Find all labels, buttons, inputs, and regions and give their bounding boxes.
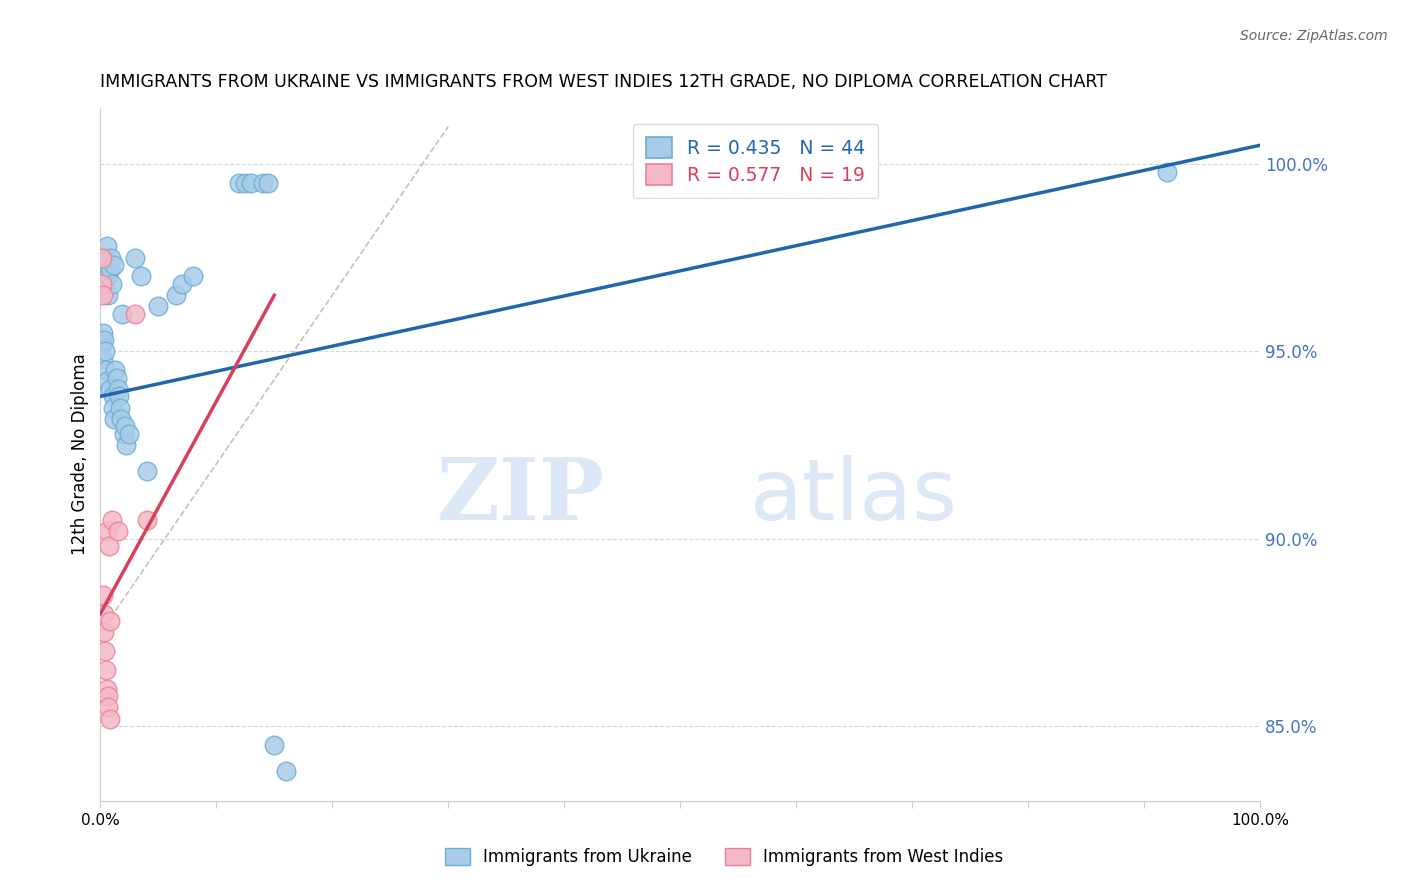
Point bbox=[94, 663, 117, 677]
Point bbox=[103, 412, 125, 426]
Point bbox=[93, 625, 115, 640]
Point bbox=[1156, 164, 1178, 178]
Point bbox=[124, 251, 146, 265]
Point bbox=[107, 382, 129, 396]
Legend: Immigrants from Ukraine, Immigrants from West Indies: Immigrants from Ukraine, Immigrants from… bbox=[437, 841, 1011, 873]
Point bbox=[96, 239, 118, 253]
Point bbox=[91, 277, 114, 291]
Point bbox=[135, 513, 157, 527]
Point bbox=[124, 307, 146, 321]
Point bbox=[91, 351, 114, 366]
Point bbox=[240, 176, 263, 190]
Point bbox=[96, 375, 118, 389]
Point bbox=[105, 370, 128, 384]
Point bbox=[252, 176, 274, 190]
Point bbox=[104, 363, 127, 377]
Point bbox=[263, 738, 285, 752]
Point bbox=[93, 333, 115, 347]
Point bbox=[94, 644, 117, 658]
Point bbox=[93, 607, 115, 621]
Text: atlas: atlas bbox=[749, 455, 957, 538]
Point bbox=[112, 426, 135, 441]
Point bbox=[100, 251, 122, 265]
Point bbox=[115, 438, 138, 452]
Point bbox=[94, 363, 117, 377]
Point bbox=[107, 524, 129, 539]
Point bbox=[108, 401, 131, 415]
Point bbox=[110, 412, 132, 426]
Point bbox=[98, 539, 121, 553]
Point bbox=[170, 277, 193, 291]
Point bbox=[97, 689, 120, 703]
Point bbox=[103, 258, 125, 272]
Point bbox=[274, 764, 297, 779]
Legend: R = 0.435   N = 44, R = 0.577   N = 19: R = 0.435 N = 44, R = 0.577 N = 19 bbox=[633, 124, 879, 198]
Point bbox=[101, 277, 124, 291]
Point bbox=[98, 382, 121, 396]
Point bbox=[101, 389, 124, 403]
Point bbox=[98, 712, 121, 726]
Point bbox=[97, 700, 120, 714]
Point bbox=[90, 251, 112, 265]
Point bbox=[101, 513, 124, 527]
Point bbox=[111, 307, 134, 321]
Point bbox=[91, 288, 114, 302]
Point bbox=[108, 389, 131, 403]
Text: Source: ZipAtlas.com: Source: ZipAtlas.com bbox=[1240, 29, 1388, 44]
Text: ZIP: ZIP bbox=[437, 454, 605, 538]
Y-axis label: 12th Grade, No Diploma: 12th Grade, No Diploma bbox=[72, 353, 89, 556]
Point bbox=[118, 426, 141, 441]
Point bbox=[91, 588, 114, 602]
Text: IMMIGRANTS FROM UKRAINE VS IMMIGRANTS FROM WEST INDIES 12TH GRADE, NO DIPLOMA CO: IMMIGRANTS FROM UKRAINE VS IMMIGRANTS FR… bbox=[100, 73, 1108, 91]
Point bbox=[135, 464, 157, 478]
Point bbox=[96, 524, 118, 539]
Point bbox=[101, 401, 124, 415]
Point bbox=[165, 288, 187, 302]
Point bbox=[148, 300, 170, 314]
Point bbox=[98, 262, 121, 277]
Point bbox=[97, 288, 120, 302]
Point bbox=[97, 269, 120, 284]
Point bbox=[91, 337, 114, 351]
Point bbox=[233, 176, 256, 190]
Point bbox=[257, 176, 280, 190]
Point bbox=[129, 269, 152, 284]
Point bbox=[91, 326, 114, 340]
Point bbox=[114, 419, 136, 434]
Point bbox=[228, 176, 250, 190]
Point bbox=[98, 614, 121, 628]
Point bbox=[181, 269, 204, 284]
Point bbox=[96, 681, 118, 696]
Point bbox=[94, 344, 117, 359]
